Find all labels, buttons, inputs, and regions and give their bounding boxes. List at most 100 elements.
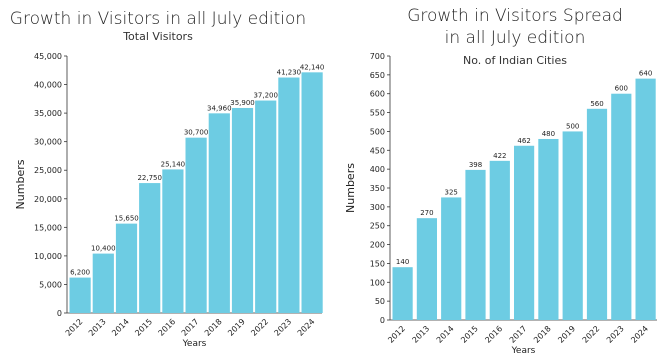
x-tick-label: 2015 bbox=[133, 317, 154, 338]
x-tick-label: 2015 bbox=[459, 324, 480, 345]
chart-title-line: in all July edition bbox=[445, 28, 586, 48]
y-tick-label: 400 bbox=[370, 165, 385, 174]
bar bbox=[465, 169, 486, 320]
data-label: 422 bbox=[493, 152, 506, 160]
bar bbox=[208, 113, 230, 313]
y-tick-label: 500 bbox=[370, 127, 385, 136]
bar bbox=[514, 145, 535, 320]
data-label: 25,140 bbox=[161, 160, 186, 168]
bar bbox=[586, 108, 608, 320]
y-tick-label: 150 bbox=[370, 259, 385, 268]
y-tick-label: 350 bbox=[370, 184, 385, 193]
bar bbox=[441, 197, 462, 320]
data-label: 37,200 bbox=[253, 92, 278, 100]
bar bbox=[231, 107, 254, 314]
x-tick-label: 2013 bbox=[411, 324, 432, 345]
x-tick-label: 2016 bbox=[483, 324, 504, 345]
x-tick-label: 2017 bbox=[180, 317, 201, 338]
data-label: 500 bbox=[566, 122, 579, 130]
chart-title: Growth in Visitors in all July edition bbox=[10, 9, 306, 29]
data-label: 6,200 bbox=[70, 269, 90, 277]
chart-title-line: Growth in Visitors Spread bbox=[407, 6, 623, 26]
x-tick-label: 2018 bbox=[203, 317, 224, 338]
y-tick-label: 200 bbox=[370, 241, 385, 250]
data-label: 398 bbox=[469, 161, 482, 169]
x-tick-label: 2023 bbox=[273, 317, 294, 338]
data-label: 560 bbox=[590, 100, 603, 108]
y-tick-label: 0 bbox=[380, 316, 385, 325]
data-label: 270 bbox=[420, 209, 433, 217]
x-tick-label: 2024 bbox=[296, 317, 317, 338]
y-axis-label: Numbers bbox=[14, 159, 27, 209]
y-axis-label: Numbers bbox=[344, 163, 357, 213]
bar bbox=[416, 218, 437, 320]
y-tick-label: 15,000 bbox=[34, 223, 62, 232]
x-tick-label: 2013 bbox=[87, 317, 108, 338]
data-label: 640 bbox=[639, 70, 652, 78]
y-tick-label: 30,000 bbox=[34, 138, 62, 147]
bar bbox=[115, 223, 138, 313]
data-label: 480 bbox=[542, 130, 555, 138]
data-label: 325 bbox=[445, 188, 458, 196]
y-tick-label: 45,000 bbox=[34, 52, 62, 61]
bar bbox=[139, 183, 161, 313]
chart-subtitle: No. of Indian Cities bbox=[463, 54, 567, 67]
bar bbox=[255, 100, 277, 314]
bar bbox=[278, 77, 300, 314]
x-axis-label: Years bbox=[182, 339, 207, 349]
bar bbox=[562, 131, 583, 320]
x-tick-label: 2012 bbox=[386, 324, 407, 345]
data-label: 462 bbox=[517, 137, 530, 145]
data-label: 10,400 bbox=[91, 245, 116, 253]
y-tick-label: 250 bbox=[370, 222, 385, 231]
x-tick-label: 2019 bbox=[226, 317, 247, 338]
bar bbox=[611, 93, 632, 320]
y-tick-label: 25,000 bbox=[34, 166, 62, 175]
x-tick-label: 2024 bbox=[629, 324, 650, 345]
x-tick-label: 2012 bbox=[64, 317, 85, 338]
bar bbox=[185, 137, 207, 313]
y-tick-label: 550 bbox=[370, 109, 385, 118]
bar bbox=[92, 253, 114, 313]
x-tick-label: 2017 bbox=[508, 324, 529, 345]
chart-subtitle: Total Visitors bbox=[122, 30, 193, 43]
x-tick-label: 2022 bbox=[581, 324, 602, 345]
y-tick-label: 0 bbox=[57, 309, 62, 318]
bar bbox=[489, 160, 510, 320]
data-label: 35,900 bbox=[230, 99, 255, 107]
bar bbox=[69, 277, 91, 313]
x-tick-label: 2019 bbox=[556, 324, 577, 345]
y-tick-label: 300 bbox=[370, 203, 385, 212]
y-tick-label: 40,000 bbox=[34, 81, 62, 90]
data-label: 42,140 bbox=[300, 63, 325, 71]
bar bbox=[635, 78, 656, 320]
y-tick-label: 700 bbox=[370, 52, 385, 61]
y-tick-label: 20,000 bbox=[34, 195, 62, 204]
x-tick-label: 2023 bbox=[605, 324, 626, 345]
data-label: 600 bbox=[615, 85, 628, 93]
y-tick-label: 50 bbox=[375, 297, 385, 306]
y-tick-label: 10,000 bbox=[34, 252, 62, 261]
bar bbox=[162, 169, 184, 313]
y-tick-label: 450 bbox=[370, 146, 385, 155]
bar bbox=[301, 72, 323, 314]
data-label: 41,230 bbox=[277, 69, 302, 77]
y-tick-label: 35,000 bbox=[34, 109, 62, 118]
bar bbox=[392, 267, 413, 320]
data-label: 34,960 bbox=[207, 104, 232, 112]
data-label: 22,750 bbox=[137, 174, 162, 182]
x-tick-label: 2016 bbox=[157, 317, 178, 338]
data-label: 15,650 bbox=[114, 215, 139, 223]
bar bbox=[538, 138, 559, 320]
y-tick-label: 5,000 bbox=[39, 280, 62, 289]
x-tick-label: 2018 bbox=[532, 324, 553, 345]
y-tick-label: 100 bbox=[370, 278, 385, 287]
y-tick-label: 650 bbox=[370, 71, 385, 80]
x-tick-label: 2014 bbox=[435, 324, 456, 345]
x-axis-label: Years bbox=[511, 346, 536, 356]
chart-1: Growth in Visitors in all July editionTo… bbox=[10, 9, 325, 349]
x-tick-label: 2022 bbox=[249, 317, 270, 338]
y-tick-label: 600 bbox=[370, 90, 385, 99]
